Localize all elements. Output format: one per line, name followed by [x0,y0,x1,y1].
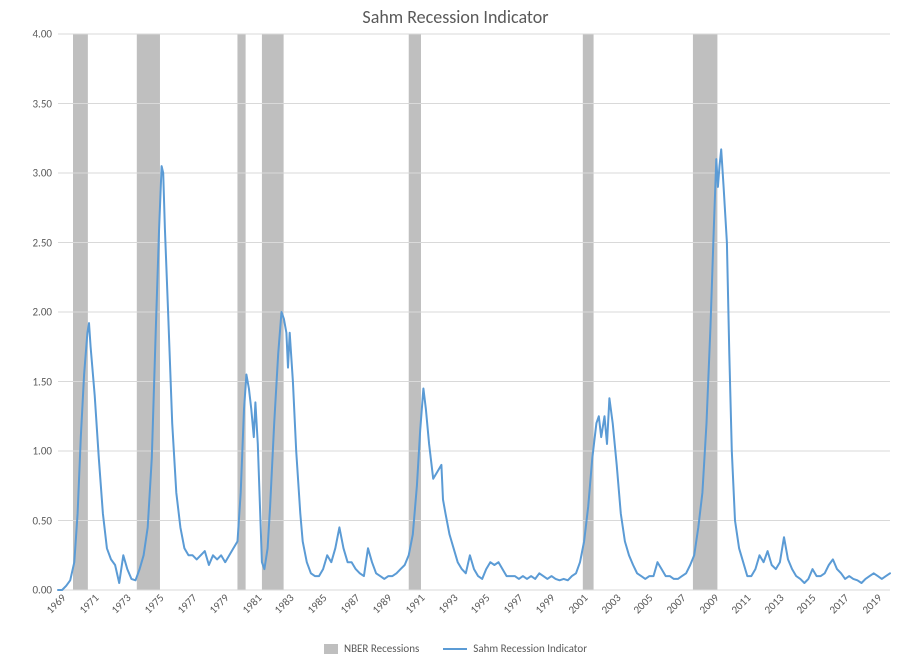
y-tick-label: 2.50 [32,236,58,249]
legend-item-recessions: NBER Recessions [324,642,419,655]
x-tick-label: 2011 [727,590,753,616]
y-tick-label: 3.00 [32,167,58,180]
x-tick-label: 2019 [858,590,884,616]
y-tick-label: 2.00 [32,306,58,319]
y-tick-label: 4.00 [32,28,58,41]
chart-title: Sahm Recession Indicator [0,6,911,28]
x-tick-label: 2013 [760,590,786,616]
y-tick-label: 0.50 [32,514,58,527]
y-tick-label: 3.50 [32,97,58,110]
legend-swatch-recessions [324,644,338,654]
x-tick-label: 2009 [695,590,721,616]
x-tick-label: 1971 [75,590,101,616]
plot-svg [58,34,890,590]
x-tick-label: 1979 [205,590,231,616]
legend: NBER Recessions Sahm Recession Indicator [0,642,911,655]
x-tick-label: 1983 [271,590,297,616]
legend-item-sahm: Sahm Recession Indicator [443,642,587,655]
x-tick-label: 2017 [825,590,851,616]
x-tick-label: 1997 [499,590,525,616]
x-tick-label: 1981 [238,590,264,616]
legend-label-sahm: Sahm Recession Indicator [473,642,587,655]
x-tick-label: 1991 [401,590,427,616]
plot-area: 0.000.501.001.502.002.503.003.504.001969… [58,34,890,590]
x-tick-label: 2001 [564,590,590,616]
legend-label-recessions: NBER Recessions [344,642,419,655]
x-tick-label: 1989 [368,590,394,616]
y-tick-label: 1.00 [32,445,58,458]
chart-container: Sahm Recession Indicator 0.000.501.001.5… [0,0,911,661]
x-tick-label: 1987 [336,590,362,616]
x-tick-label: 1995 [466,590,492,616]
x-tick-label: 2003 [597,590,623,616]
x-tick-label: 2005 [630,590,656,616]
x-tick-label: 1977 [173,590,199,616]
x-tick-label: 1985 [303,590,329,616]
x-tick-label: 1999 [532,590,558,616]
y-tick-label: 1.50 [32,375,58,388]
x-tick-label: 1993 [434,590,460,616]
x-tick-label: 1975 [140,590,166,616]
legend-swatch-sahm [443,648,467,650]
x-tick-label: 2007 [662,590,688,616]
x-tick-label: 1973 [107,590,133,616]
x-tick-label: 2015 [793,590,819,616]
